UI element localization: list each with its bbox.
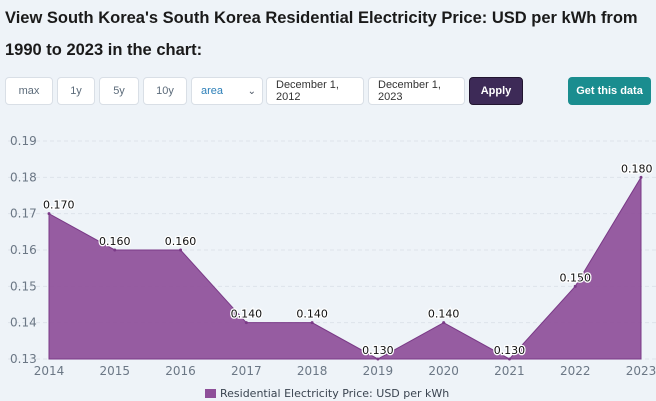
data-label: 0.130	[494, 344, 526, 357]
chart-type-value: area	[201, 85, 224, 97]
x-tick-label: 2016	[165, 364, 196, 378]
x-tick-label: 2021	[494, 364, 525, 378]
y-tick-label: 0.18	[10, 170, 37, 184]
legend-swatch	[205, 389, 216, 398]
x-tick-label: 2020	[428, 364, 459, 378]
data-point	[310, 321, 314, 325]
data-point	[113, 248, 117, 252]
x-tick-label: 2015	[100, 364, 131, 378]
data-label: 0.150	[559, 271, 591, 284]
legend-label: Residential Electricity Price: USD per k…	[220, 387, 449, 400]
chevron-down-icon: ⌄	[247, 85, 256, 97]
start-date-input[interactable]: December 1, 2012	[266, 77, 364, 105]
range-10y-button[interactable]: 10y	[143, 77, 187, 105]
x-tick-label: 2018	[297, 364, 328, 378]
x-tick-label: 2019	[363, 364, 394, 378]
apply-button[interactable]: Apply	[469, 77, 523, 105]
data-label: 0.130	[362, 344, 394, 357]
range-1y-button[interactable]: 1y	[57, 77, 95, 105]
data-label: 0.160	[165, 235, 197, 248]
data-point	[244, 321, 248, 325]
chart-type-select[interactable]: area ⌄	[191, 77, 263, 105]
y-tick-label: 0.13	[10, 352, 37, 366]
data-label: 0.140	[231, 308, 263, 321]
data-label: 0.170	[43, 199, 75, 212]
range-max-button[interactable]: max	[5, 77, 53, 105]
area-chart: 0.19 0.18 0.17 0.16 0.15 0.14 0.13 0.170 0.160 0.…	[8, 134, 656, 400]
data-point	[376, 357, 380, 361]
data-point	[179, 248, 183, 252]
y-tick-label: 0.19	[10, 134, 37, 148]
x-tick-label: 2023	[626, 364, 656, 378]
data-point	[573, 284, 577, 288]
y-tick-label: 0.14	[10, 316, 37, 330]
get-data-button[interactable]: Get this data	[568, 77, 651, 105]
data-point	[639, 175, 643, 179]
page-title: View South Korea's South Korea Residenti…	[5, 9, 638, 59]
data-point	[442, 321, 446, 325]
y-tick-label: 0.17	[10, 207, 37, 221]
data-point	[47, 212, 51, 216]
range-5y-button[interactable]: 5y	[99, 77, 139, 105]
data-label: 0.140	[428, 308, 460, 321]
x-tick-label: 2014	[34, 364, 65, 378]
data-label: 0.140	[296, 308, 328, 321]
data-label: 0.160	[99, 235, 131, 248]
data-label: 0.180	[621, 162, 653, 175]
end-date-input[interactable]: December 1, 2023	[368, 77, 465, 105]
x-tick-label: 2022	[560, 364, 591, 378]
area-series	[48, 175, 642, 360]
x-tick-label: 2017	[231, 364, 262, 378]
data-point	[507, 357, 511, 361]
y-tick-label: 0.15	[10, 279, 37, 293]
y-tick-label: 0.16	[10, 243, 37, 257]
